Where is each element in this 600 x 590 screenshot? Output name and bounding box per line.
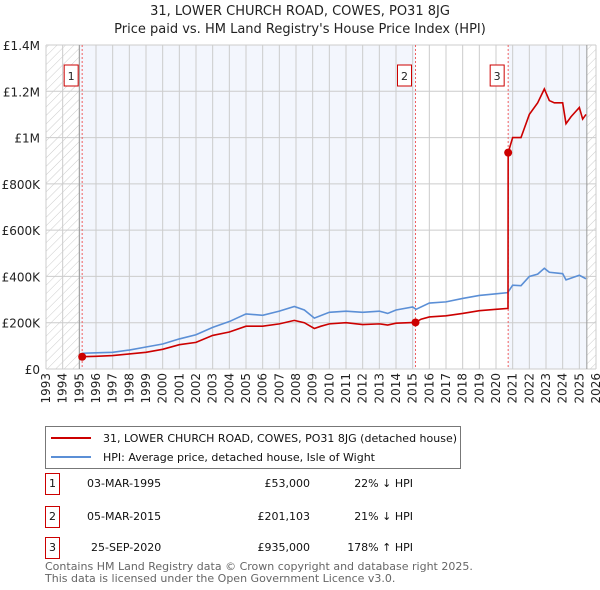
y-tick-label: £1.2M	[3, 85, 40, 99]
x-tick-label: 2019	[472, 373, 486, 404]
footer: Contains HM Land Registry data © Crown c…	[45, 561, 473, 585]
x-tick-label: 2022	[522, 373, 536, 404]
x-tick-label: 1997	[106, 373, 120, 404]
x-tick-label: 2020	[489, 373, 503, 404]
x-tick-label: 2021	[506, 373, 520, 404]
x-tick-label: 1996	[89, 373, 103, 404]
sale-marker-box: 2	[45, 506, 60, 528]
sale-date: 05-MAR-2015	[87, 510, 162, 523]
sale-date: 25-SEP-2020	[91, 541, 162, 554]
sale-row: 2 05-MAR-2015 £201,103 21% ↓ HPI	[45, 506, 445, 528]
property-price-line	[82, 87, 587, 358]
sale-label-number: 2	[401, 70, 408, 83]
shaded-period-1	[79, 45, 416, 369]
sale-marker-box: 1	[45, 473, 60, 495]
x-tick-label: 1994	[56, 373, 70, 404]
x-tick-label: 1995	[72, 373, 86, 404]
x-tick-label: 2025	[572, 373, 586, 404]
x-tick-label: 1993	[39, 373, 53, 404]
sale-label-box	[489, 64, 505, 87]
x-tick-label: 2012	[356, 373, 370, 404]
sale-row: 1 03-MAR-1995 £53,000 22% ↓ HPI	[45, 473, 445, 495]
sale-row: 3 25-SEP-2020 £935,000 178% ↑ HPI	[45, 537, 445, 559]
x-tick-label: 2014	[389, 373, 403, 404]
shaded-period-3	[508, 45, 587, 369]
x-tick-label: 2007	[272, 373, 286, 404]
y-tick-label: £1.4M	[3, 39, 40, 53]
sale-price: £53,000	[264, 477, 311, 490]
x-tick-label: 2006	[256, 373, 270, 404]
x-tick-label: 2003	[206, 373, 220, 404]
x-tick-label: 2008	[289, 373, 303, 404]
sale-point	[78, 352, 87, 361]
y-tick-label: £800K	[2, 178, 42, 192]
y-tick-label: £400K	[2, 270, 42, 284]
chart-title: 31, LOWER CHURCH ROAD, COWES, PO31 8JG	[150, 4, 450, 19]
legend-label-hpi: HPI: Average price, detached house, Isle…	[103, 450, 375, 464]
x-tick-label: 2024	[556, 373, 570, 404]
x-tick-label: 2013	[372, 373, 386, 404]
sale-price: £201,103	[257, 510, 311, 523]
x-tick-label: 2004	[222, 373, 236, 404]
x-tick-label: 2005	[239, 373, 253, 404]
sale-label-box	[63, 64, 79, 87]
y-tick-label: £600K	[2, 224, 42, 238]
legend-label-property: 31, LOWER CHURCH ROAD, COWES, PO31 8JG (…	[103, 431, 458, 445]
x-tick-label: 2001	[172, 373, 186, 404]
x-tick-label: 1998	[122, 373, 136, 404]
x-tick-label: 2000	[156, 373, 170, 404]
sale-hpi: 22% ↓ HPI	[354, 477, 413, 490]
hatched-region-end	[586, 45, 596, 369]
footer-licence: This data is licensed under the Open Gov…	[45, 572, 396, 585]
x-tick-label: 2009	[306, 373, 320, 404]
x-tick-label: 2017	[439, 373, 453, 404]
hpi-line	[82, 267, 587, 355]
legend: 31, LOWER CHURCH ROAD, COWES, PO31 8JG (…	[45, 426, 462, 469]
sale-date: 03-MAR-1995	[87, 477, 162, 490]
y-tick-label: £200K	[2, 317, 42, 331]
x-tick-label: 2026	[589, 373, 600, 404]
sale-hpi: 178% ↑ HPI	[347, 541, 413, 554]
sale-hpi: 21% ↓ HPI	[354, 510, 413, 523]
footer-copyright: Contains HM Land Registry data © Crown c…	[45, 560, 473, 573]
y-tick-label: £1M	[14, 132, 40, 146]
x-tick-label: 2023	[539, 373, 553, 404]
y-tick-label: £0	[25, 363, 40, 377]
chart-subtitle: Price paid vs. HM Land Registry's House …	[114, 22, 486, 37]
sale-label-box	[397, 64, 412, 87]
sale-point	[411, 318, 420, 327]
sale-label-number: 1	[68, 70, 75, 83]
sale-price: £935,000	[257, 541, 311, 554]
plot-area: 1993 1994 1995 1996 1997 1998 1999 2000 2001 2002…	[2, 39, 600, 404]
sale-marker-box: 3	[45, 537, 60, 559]
x-tick-label: 2002	[189, 373, 203, 404]
sale-label-number: 3	[494, 70, 501, 83]
x-tick-label: 2015	[406, 373, 420, 404]
sale-point	[504, 148, 513, 157]
x-tick-label: 2011	[339, 373, 353, 404]
x-tick-label: 2018	[456, 373, 470, 404]
x-tick-label: 1999	[139, 373, 153, 404]
legend-swatch-hpi	[51, 456, 91, 458]
x-tick-label: 2010	[322, 373, 336, 404]
x-tick-label: 2016	[422, 373, 436, 404]
legend-swatch-property	[51, 437, 91, 439]
